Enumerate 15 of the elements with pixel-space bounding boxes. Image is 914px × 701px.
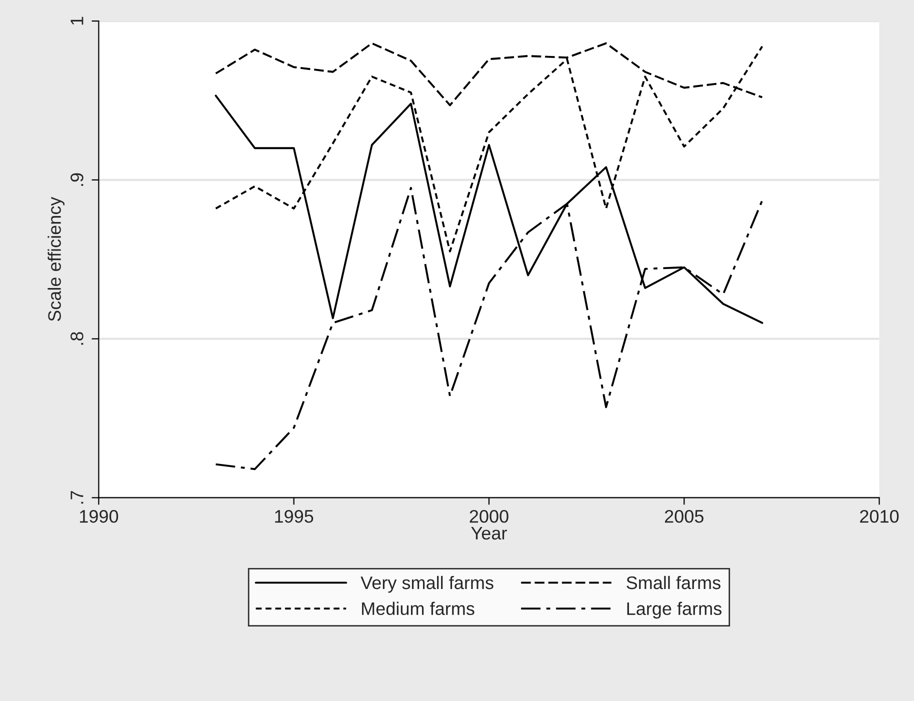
y-axis-title: Scale efficiency bbox=[48, 196, 65, 322]
legend-label: Large farms bbox=[627, 602, 722, 619]
x-tick-label: 2000 bbox=[470, 510, 508, 523]
legend-label: Small farms bbox=[626, 576, 720, 590]
y-tick-label: .7 bbox=[70, 491, 84, 504]
x-tick-label: 1995 bbox=[275, 510, 314, 523]
x-tick-label: 2005 bbox=[664, 510, 704, 523]
x-tick-label: 1990 bbox=[80, 510, 118, 523]
x-axis-title: Year bbox=[471, 527, 507, 540]
y-tick-label: 1 bbox=[70, 16, 84, 25]
y-tick-label: .8 bbox=[70, 332, 84, 345]
x-tick-label: 2010 bbox=[860, 510, 899, 523]
legend-label: Medium farms bbox=[362, 602, 474, 616]
legend-label: Very small farms bbox=[360, 576, 494, 593]
y-tick-label: .9 bbox=[70, 173, 84, 186]
